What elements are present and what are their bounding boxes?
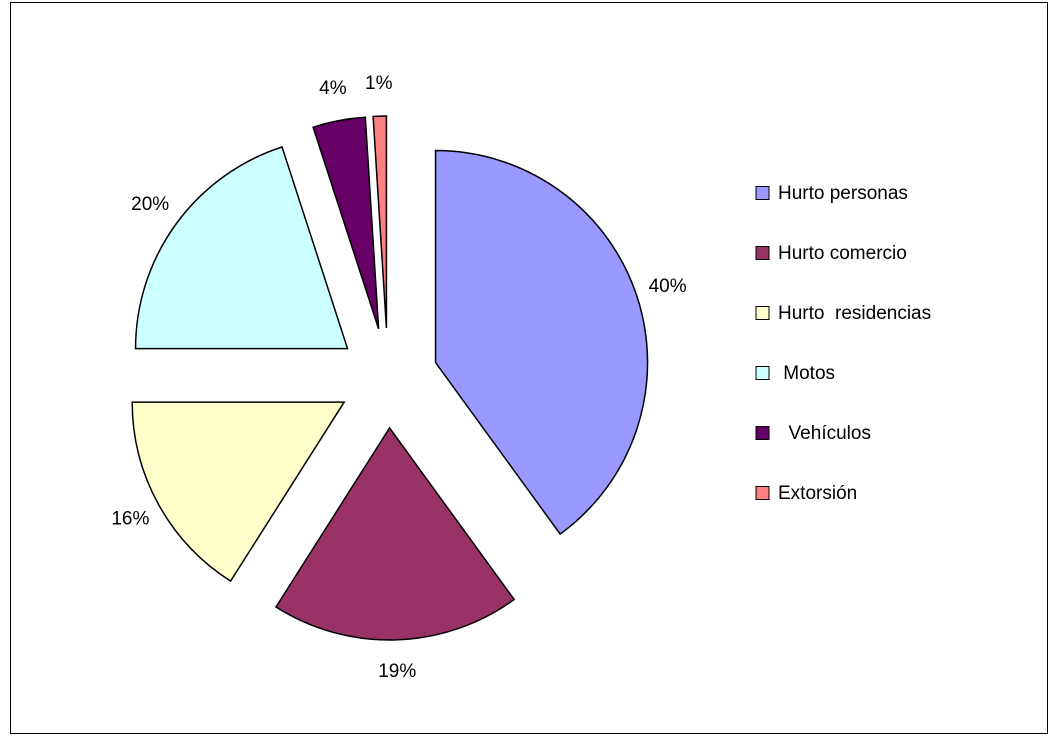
legend-label: Vehículos bbox=[778, 423, 871, 444]
data-label: 16% bbox=[111, 509, 149, 530]
pie-slice bbox=[274, 426, 516, 641]
pie-slice bbox=[434, 149, 649, 536]
pie-slice bbox=[312, 116, 380, 330]
legend-swatch bbox=[755, 186, 770, 200]
data-label: 20% bbox=[131, 194, 169, 215]
legend-swatch bbox=[755, 366, 770, 380]
legend-label: Hurto residencias bbox=[778, 303, 931, 324]
data-label: 19% bbox=[378, 661, 416, 682]
pie-slice bbox=[134, 146, 349, 350]
legend-label: Extorsión bbox=[778, 483, 857, 504]
data-label: 40% bbox=[649, 276, 687, 297]
legend-swatch bbox=[755, 426, 770, 440]
data-label: 1% bbox=[365, 73, 393, 94]
pie-slice bbox=[372, 115, 388, 329]
legend-label: Hurto comercio bbox=[778, 243, 907, 264]
legend-label: Motos bbox=[778, 363, 835, 384]
legend-label: Hurto personas bbox=[778, 183, 908, 204]
legend-swatch bbox=[755, 246, 770, 260]
legend-swatch bbox=[755, 486, 770, 500]
pie-slice bbox=[131, 401, 346, 583]
data-label: 4% bbox=[319, 78, 347, 99]
legend-swatch bbox=[755, 306, 770, 320]
